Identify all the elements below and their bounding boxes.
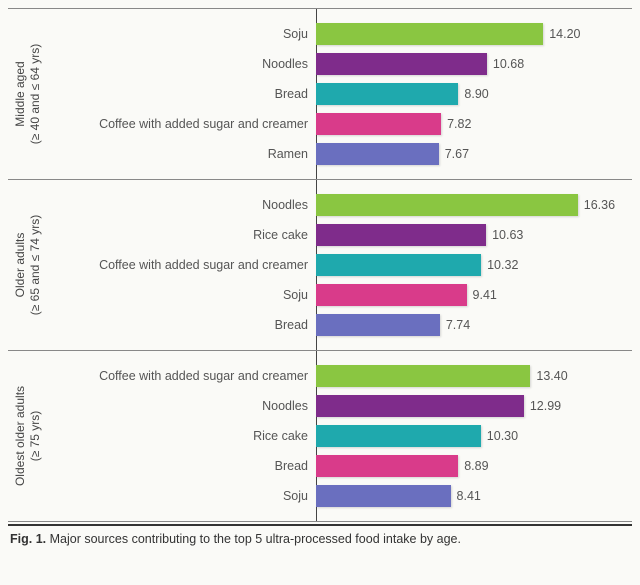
value-label: 10.68 (487, 53, 524, 75)
bar-area: 8.89 (316, 455, 624, 477)
group-label-line1: Middle aged (13, 61, 27, 126)
category-label: Ramen (48, 147, 316, 161)
chart-panel: Middle aged(≥ 40 and ≤ 64 yrs)Soju14.20N… (8, 8, 632, 179)
bar-row: Soju 8.41 (48, 483, 624, 509)
bar-area: 7.74 (316, 314, 624, 336)
bar-row: Coffee with added sugar and creamer 13.40 (48, 363, 624, 389)
value-label: 7.82 (441, 113, 471, 135)
value-label: 7.74 (440, 314, 470, 336)
bar-area: 14.20 (316, 23, 624, 45)
category-label: Coffee with added sugar and creamer (48, 369, 316, 383)
bar-row: Bread 8.89 (48, 453, 624, 479)
bar (316, 143, 439, 165)
bar (316, 23, 543, 45)
category-label: Bread (48, 459, 316, 473)
panel-plot-area: Soju 14.20 Noodles 10.68 Bread 8.90 Coffee wit… (48, 9, 632, 179)
category-label: Bread (48, 87, 316, 101)
bar-row: Bread 8.90 (48, 81, 624, 107)
bar-row: Noodles 12.99 (48, 393, 624, 419)
panel-group-label: Older adults(≥ 65 and ≤ 74 yrs) (8, 180, 48, 350)
category-label: Soju (48, 288, 316, 302)
panel-plot-area: Noodles 16.36 Rice cake 10.63 Coffee with ad… (48, 180, 632, 350)
bar (316, 395, 524, 417)
bar (316, 254, 481, 276)
bar-area: 13.40 (316, 365, 624, 387)
group-label-line2: (≥ 40 and ≤ 64 yrs) (28, 44, 42, 145)
group-label-line1: Older adults (13, 233, 27, 298)
category-label: Noodles (48, 198, 316, 212)
category-label: Bread (48, 318, 316, 332)
bar (316, 455, 458, 477)
bar-row: Soju 9.41 (48, 282, 624, 308)
chart-panel: Oldest older adults(≥ 75 yrs)Coffee with… (8, 350, 632, 522)
value-label: 8.90 (458, 83, 488, 105)
group-label-line2: (≥ 75 yrs) (28, 411, 42, 462)
bar-area: 8.90 (316, 83, 624, 105)
caption-prefix: Fig. 1. (10, 532, 46, 546)
bar-row: Noodles 10.68 (48, 51, 624, 77)
group-label-line2: (≥ 65 and ≤ 74 yrs) (28, 215, 42, 316)
bar-row: Coffee with added sugar and creamer 7.82 (48, 111, 624, 137)
panel-group-label: Middle aged(≥ 40 and ≤ 64 yrs) (8, 9, 48, 179)
bar-area: 7.82 (316, 113, 624, 135)
value-label: 12.99 (524, 395, 561, 417)
panel-plot-area: Coffee with added sugar and creamer 13.40… (48, 351, 632, 521)
bar-area: 8.41 (316, 485, 624, 507)
category-label: Coffee with added sugar and creamer (48, 258, 316, 272)
value-label: 14.20 (543, 23, 580, 45)
bar-row: Rice cake 10.63 (48, 222, 624, 248)
category-label: Noodles (48, 57, 316, 71)
figure-caption: Fig. 1. Major sources contributing to th… (8, 524, 632, 546)
bar-area: 16.36 (316, 194, 624, 216)
value-label: 9.41 (467, 284, 497, 306)
bar-row: Rice cake 10.30 (48, 423, 624, 449)
value-label: 16.36 (578, 194, 615, 216)
category-label: Coffee with added sugar and creamer (48, 117, 316, 131)
value-label: 10.30 (481, 425, 518, 447)
category-label: Soju (48, 489, 316, 503)
bar-area: 7.67 (316, 143, 624, 165)
bar-area: 10.68 (316, 53, 624, 75)
bar-row: Soju 14.20 (48, 21, 624, 47)
category-label: Rice cake (48, 228, 316, 242)
bar (316, 224, 486, 246)
bar (316, 365, 530, 387)
bar-area: 10.63 (316, 224, 624, 246)
bar-area: 10.30 (316, 425, 624, 447)
value-label: 8.89 (458, 455, 488, 477)
value-label: 7.67 (439, 143, 469, 165)
bar (316, 83, 458, 105)
bar-row: Coffee with added sugar and creamer 10.32 (48, 252, 624, 278)
category-label: Soju (48, 27, 316, 41)
value-label: 13.40 (530, 365, 567, 387)
bar-row: Ramen 7.67 (48, 141, 624, 167)
chart-panel: Older adults(≥ 65 and ≤ 74 yrs)Noodles16… (8, 179, 632, 350)
chart-container: Middle aged(≥ 40 and ≤ 64 yrs)Soju14.20N… (0, 0, 640, 552)
group-label-line1: Oldest older adults (13, 386, 27, 486)
bar (316, 485, 451, 507)
value-label: 10.63 (486, 224, 523, 246)
bar-area: 10.32 (316, 254, 624, 276)
bar (316, 284, 467, 306)
bar-row: Bread 7.74 (48, 312, 624, 338)
bar (316, 194, 578, 216)
value-label: 10.32 (481, 254, 518, 276)
bar-area: 12.99 (316, 395, 624, 417)
value-label: 8.41 (451, 485, 481, 507)
caption-text: Major sources contributing to the top 5 … (46, 532, 461, 546)
panel-group-label: Oldest older adults(≥ 75 yrs) (8, 351, 48, 521)
bar (316, 314, 440, 336)
category-label: Rice cake (48, 429, 316, 443)
bar-row: Noodles 16.36 (48, 192, 624, 218)
bar-area: 9.41 (316, 284, 624, 306)
bar (316, 113, 441, 135)
category-label: Noodles (48, 399, 316, 413)
bar (316, 53, 487, 75)
bar (316, 425, 481, 447)
